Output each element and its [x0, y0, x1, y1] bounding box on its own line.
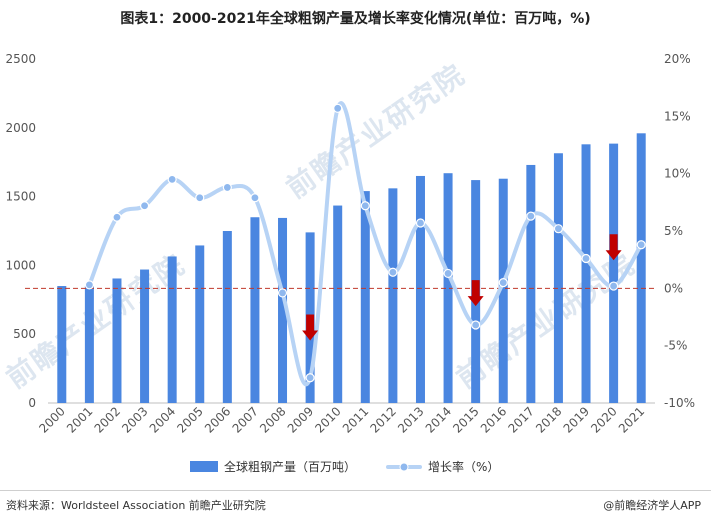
bar — [333, 205, 343, 403]
growth-rate-point — [609, 281, 619, 291]
left-axis-tick-label: 2000 — [5, 121, 36, 135]
growth-rate-point — [84, 280, 94, 290]
x-axis-tick-label: 2013 — [395, 404, 426, 435]
left-axis-tick-label: 1500 — [5, 190, 36, 204]
x-axis-tick-label: 2006 — [202, 404, 233, 435]
growth-rate-point — [305, 373, 315, 383]
bar — [388, 188, 398, 403]
x-axis-tick-label: 2004 — [147, 404, 178, 435]
x-axis-tick-label: 2005 — [174, 404, 205, 435]
x-axis-tick-label: 2012 — [368, 404, 399, 435]
right-axis-tick-label: 5% — [664, 224, 683, 238]
x-axis-tick-label: 2021 — [616, 404, 647, 435]
bar — [250, 217, 260, 403]
x-axis-tick-label: 2014 — [423, 404, 454, 435]
legend-swatch-point — [399, 462, 409, 472]
growth-rate-point — [250, 193, 260, 203]
growth-rate-point — [388, 267, 398, 277]
bar — [57, 286, 67, 403]
bar — [498, 178, 508, 403]
x-axis-tick-label: 2016 — [478, 404, 509, 435]
x-axis-tick-label: 2002 — [92, 404, 123, 435]
growth-rate-point — [636, 240, 646, 250]
bar — [415, 175, 425, 403]
bar — [609, 143, 619, 403]
growth-rate-point — [581, 253, 591, 264]
growth-rate-point — [195, 193, 205, 203]
bar — [636, 133, 646, 403]
growth-rate-line — [87, 101, 644, 387]
x-axis-tick-label: 2009 — [285, 404, 316, 435]
left-axis-tick-label: 2500 — [5, 52, 36, 66]
growth-rate-point — [139, 201, 150, 211]
combo-chart: 0 500 1000 1500 2000 2500 -10% -5% 0% 5% 10% 15% 20%… — [5, 52, 695, 474]
x-axis-tick-label: 2017 — [505, 404, 536, 435]
growth-rate-point — [471, 320, 481, 330]
footer-divider — [0, 490, 711, 491]
right-axis-tick-label: 20% — [664, 52, 691, 66]
chart-title: 图表1：2000-2021年全球粗钢产量及增长率变化情况(单位：百万吨，%) — [120, 11, 591, 27]
growth-rate-point — [443, 268, 453, 279]
legend-label-growth: 增长率（%） — [428, 459, 499, 474]
bar — [526, 164, 536, 403]
growth-rate-point — [112, 212, 122, 222]
bar — [195, 245, 205, 403]
left-axis-tick-label: 500 — [13, 327, 36, 341]
bar — [167, 256, 177, 403]
x-axis-tick-label: 2011 — [340, 404, 371, 435]
bar — [360, 191, 370, 403]
bar — [581, 144, 591, 403]
brand-credit: @前瞻经济学人APP — [603, 499, 701, 512]
bar — [278, 217, 288, 403]
growth-rate-point — [277, 288, 288, 298]
x-axis-tick-label: 2008 — [257, 404, 288, 435]
x-axis-tick-label: 2001 — [64, 404, 95, 435]
legend-swatch-bar — [190, 461, 218, 472]
growth-rate-point — [553, 224, 564, 234]
down-arrow-marker — [605, 234, 622, 261]
right-axis-tick-label: 0% — [664, 281, 683, 295]
x-axis-tick-label: 2007 — [230, 404, 261, 435]
bar — [140, 269, 150, 403]
x-axis-tick-label: 2003 — [119, 404, 150, 435]
bar — [112, 278, 122, 403]
growth-rate-point — [167, 174, 177, 184]
growth-rate-point — [222, 182, 232, 193]
x-axis-tick-label: 2000 — [36, 404, 67, 435]
down-arrow-marker — [302, 314, 319, 341]
growth-rate-point — [498, 278, 508, 288]
down-arrow-marker — [467, 280, 484, 307]
bar — [443, 173, 453, 403]
x-axis-tick-label: 2018 — [533, 404, 564, 435]
growth-rate-point — [526, 211, 536, 221]
left-axis-tick-label: 1000 — [5, 258, 36, 272]
x-axis-tick-label: 2015 — [450, 404, 481, 435]
left-axis-tick-label: 0 — [28, 396, 36, 410]
right-axis-tick-label: 10% — [664, 167, 691, 181]
growth-rate-point — [333, 103, 343, 113]
growth-rate-point — [360, 201, 370, 211]
right-axis-tick-label: 15% — [664, 109, 691, 123]
x-axis-tick-label: 2019 — [561, 404, 592, 435]
x-axis-tick-label: 2020 — [588, 404, 619, 435]
bar — [553, 153, 563, 403]
bar — [84, 286, 94, 403]
legend-label-production: 全球粗钢产量（百万吨） — [224, 459, 356, 474]
source-note: 资料来源：Worldsteel Association 前瞻产业研究院 — [6, 499, 266, 512]
right-axis-tick-label: -10% — [664, 396, 695, 410]
bar — [222, 231, 232, 403]
x-axis-tick-label: 2010 — [312, 404, 343, 435]
growth-rate-point — [415, 218, 426, 228]
right-axis-tick-label: -5% — [664, 339, 687, 353]
